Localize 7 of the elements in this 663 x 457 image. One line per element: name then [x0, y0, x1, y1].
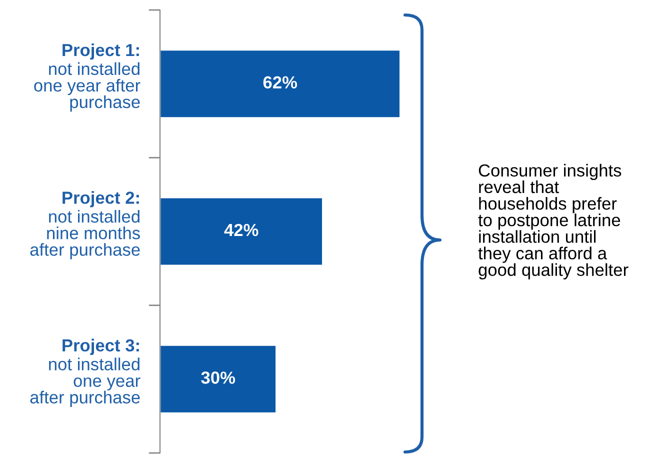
data-label: 42% [224, 224, 258, 236]
data-label: 30% [201, 372, 236, 384]
text: Consumer insights reveal that households prefer to postpone latrine installation until they can afford a good quality shelter [478, 164, 628, 280]
y-tick-label: Project 3: not installed one year after purchase [30, 338, 140, 407]
data-label: 62% [263, 76, 298, 88]
y-tick-label: Project 2: not installed nine months after purchase [30, 191, 140, 260]
y-tick-label: Project 1: not installed one year after purchase [34, 43, 140, 112]
